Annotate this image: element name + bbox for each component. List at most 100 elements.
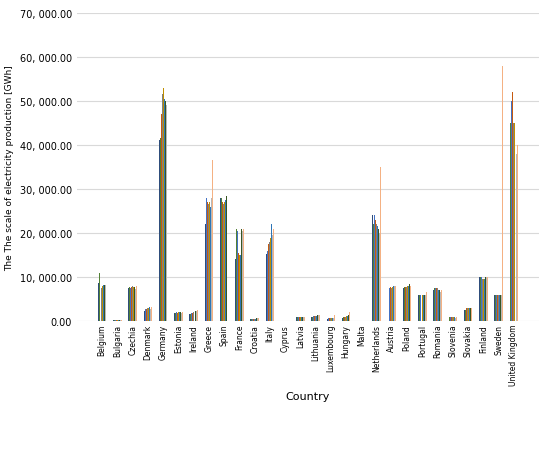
Bar (392, 287, 393, 321)
Bar (380, 168, 381, 321)
Bar (426, 293, 427, 321)
Bar (120, 320, 121, 321)
Bar (377, 227, 378, 321)
Bar (178, 312, 179, 321)
Bar (237, 231, 238, 321)
Bar (389, 288, 390, 321)
Bar (176, 313, 177, 321)
Bar (226, 196, 227, 321)
Bar (175, 313, 176, 321)
Bar (220, 198, 221, 321)
Bar (420, 295, 421, 321)
Bar (424, 295, 425, 321)
Bar (510, 123, 512, 321)
Bar (98, 283, 99, 321)
Bar (268, 244, 269, 321)
Bar (252, 319, 253, 321)
Bar (190, 314, 191, 321)
Bar (345, 317, 346, 321)
Bar (456, 317, 457, 321)
Bar (236, 229, 237, 321)
Bar (317, 316, 318, 321)
X-axis label: Country: Country (286, 391, 330, 401)
Bar (300, 317, 301, 321)
Bar (312, 317, 313, 321)
Bar (272, 235, 273, 321)
Bar (240, 255, 241, 321)
Bar (151, 307, 152, 321)
Bar (405, 287, 406, 321)
Bar (100, 284, 101, 321)
Bar (174, 313, 175, 321)
Bar (315, 316, 316, 321)
Bar (375, 220, 376, 321)
Bar (301, 317, 302, 321)
Bar (319, 315, 320, 321)
Bar (195, 312, 196, 321)
Bar (299, 317, 300, 321)
Bar (517, 146, 518, 321)
Bar (303, 318, 304, 321)
Bar (147, 308, 148, 321)
Bar (496, 295, 497, 321)
Bar (209, 203, 210, 321)
Bar (258, 319, 259, 321)
Bar (165, 101, 166, 321)
Bar (451, 317, 452, 321)
Bar (271, 224, 272, 321)
Bar (395, 286, 396, 321)
Bar (342, 318, 343, 321)
Bar (296, 318, 297, 321)
Bar (182, 312, 183, 321)
Bar (436, 288, 437, 321)
Bar (164, 100, 165, 321)
Bar (196, 312, 197, 321)
Bar (484, 280, 485, 321)
Bar (376, 224, 377, 321)
Bar (343, 318, 344, 321)
Bar (133, 287, 134, 321)
Bar (223, 205, 224, 321)
Bar (121, 320, 122, 321)
Bar (181, 313, 182, 321)
Bar (192, 313, 193, 321)
Bar (254, 319, 255, 321)
Bar (144, 312, 145, 321)
Bar (318, 316, 319, 321)
Bar (269, 242, 270, 321)
Bar (425, 295, 426, 321)
Bar (516, 154, 517, 321)
Bar (103, 285, 104, 321)
Bar (434, 288, 435, 321)
Bar (423, 295, 424, 321)
Bar (145, 309, 146, 321)
Bar (421, 295, 422, 321)
Bar (136, 286, 137, 321)
Bar (485, 277, 486, 321)
Bar (466, 308, 468, 321)
Bar (210, 207, 211, 321)
Bar (113, 320, 114, 321)
Bar (346, 316, 347, 321)
Bar (406, 287, 407, 321)
Bar (512, 93, 513, 321)
Bar (208, 205, 209, 321)
Bar (311, 317, 312, 321)
Bar (410, 286, 411, 321)
Bar (441, 291, 442, 321)
Bar (257, 319, 258, 321)
Bar (378, 229, 379, 321)
Bar (394, 286, 395, 321)
Bar (242, 231, 243, 321)
Bar (150, 307, 151, 321)
Bar (159, 141, 160, 321)
Bar (435, 288, 436, 321)
Bar (409, 284, 410, 321)
Bar (302, 317, 303, 321)
Bar (177, 313, 178, 321)
Bar (241, 229, 242, 321)
Bar (253, 319, 254, 321)
Bar (331, 318, 332, 321)
Bar (118, 320, 119, 321)
Bar (347, 316, 348, 321)
